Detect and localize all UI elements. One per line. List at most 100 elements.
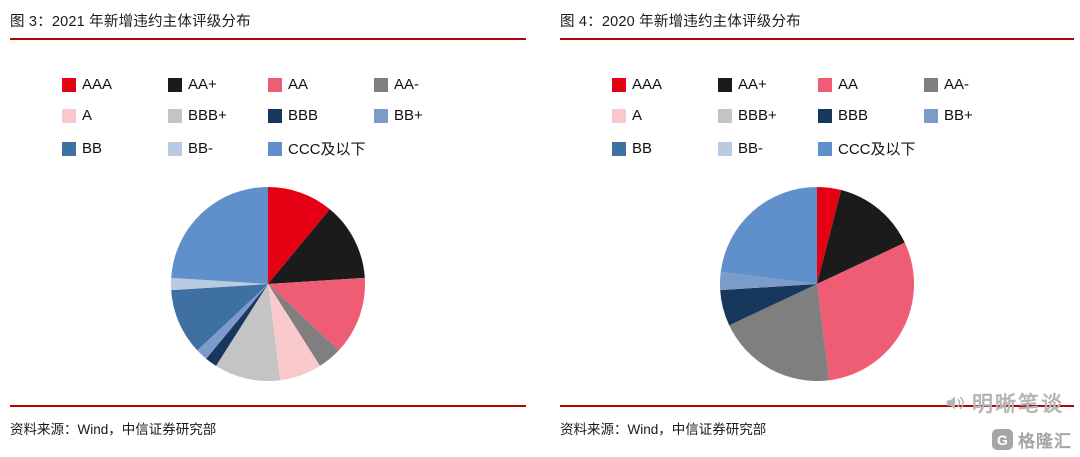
legend-swatch xyxy=(268,108,282,123)
legend-label: A xyxy=(632,107,643,124)
legend-swatch xyxy=(62,77,76,92)
legend-label: BBB xyxy=(838,107,869,124)
legend-swatch xyxy=(168,141,182,156)
chart-title: 图 3：2021 年新增违约主体评级分布 xyxy=(10,14,251,30)
pie-slice-BB- xyxy=(170,277,268,291)
legend-label: BB- xyxy=(188,140,214,157)
legend-item-BB-: BB- xyxy=(718,138,818,159)
legend-label: AA+ xyxy=(738,76,767,93)
legend-item-BB+: BB+ xyxy=(374,107,526,124)
gelonghui-logo: G 格隆汇 xyxy=(992,427,1072,452)
pie-chart xyxy=(170,186,366,382)
legend-item-AA: AA xyxy=(268,76,374,93)
legend-item-A: A xyxy=(62,107,168,124)
mingxi-bitan-watermark: 明晰笔谈 xyxy=(944,388,1064,418)
legend-swatch xyxy=(924,108,938,123)
legend-label: BBB+ xyxy=(738,107,777,124)
pie-slice-BB+ xyxy=(719,271,817,291)
legend-swatch xyxy=(612,141,626,156)
chart-title: 图 4：2020 年新增违约主体评级分布 xyxy=(560,14,801,30)
pie-slice-CCC及以下 xyxy=(720,186,817,284)
legend: AAA AA+ AA AA- A BBB+ BBB BB+ BB BB- CCC及以下 xyxy=(62,76,526,159)
legend-label: BBB+ xyxy=(188,107,227,124)
legend-swatch xyxy=(924,77,938,92)
legend-swatch xyxy=(718,77,732,92)
legend-label: BBB xyxy=(288,107,319,124)
legend-item-AA+: AA+ xyxy=(168,76,268,93)
pie-slice-BB xyxy=(171,284,268,351)
legend-item-BBB+: BBB+ xyxy=(718,107,818,124)
pie-slice-AAA xyxy=(268,186,330,284)
pie-slice-BB+ xyxy=(197,284,268,359)
legend-label: BB xyxy=(82,140,103,157)
legend-swatch xyxy=(268,77,282,92)
title-underline-rule xyxy=(560,38,1074,40)
legend-label: BB+ xyxy=(394,107,423,124)
pie-chart-wrap xyxy=(169,185,367,383)
legend-label: CCC及以下 xyxy=(288,141,366,158)
pie-slice-AA- xyxy=(729,284,830,382)
pie-slice-CCC及以下 xyxy=(171,186,268,284)
legend-swatch xyxy=(612,108,626,123)
pie-slice-BBB xyxy=(720,284,817,326)
pie-chart-wrap xyxy=(718,185,916,383)
legend-swatch xyxy=(268,141,282,156)
legend-swatch xyxy=(374,108,388,123)
legend-label: CCC及以下 xyxy=(838,141,916,158)
legend-swatch xyxy=(818,141,832,156)
title-underline-rule xyxy=(10,38,526,40)
legend-label: A xyxy=(82,107,93,124)
footer-rule xyxy=(10,405,526,407)
source-note: 资料来源：Wind，中信证券研究部 xyxy=(10,422,217,437)
pie-slice-BBB xyxy=(206,284,268,366)
legend-swatch xyxy=(818,108,832,123)
pie-slice-AA- xyxy=(268,284,339,366)
pie-slice-AAA xyxy=(817,186,842,284)
legend-swatch xyxy=(374,77,388,92)
legend-item-BBB+: BBB+ xyxy=(168,107,268,124)
legend-item-CCC及以下: CCC及以下 xyxy=(268,138,374,159)
legend-swatch xyxy=(818,77,832,92)
legend-item-AA: AA xyxy=(818,76,924,93)
legend-label: BB xyxy=(632,140,653,157)
legend: AAA AA+ AA AA- A BBB+ BBB BB+ BB BB- CCC及以下 xyxy=(612,76,1074,159)
legend-item-BB: BB xyxy=(612,138,718,159)
legend-swatch xyxy=(612,77,626,92)
legend-item-AA-: AA- xyxy=(374,76,526,93)
gelonghui-badge-icon: G xyxy=(992,429,1013,450)
legend-item-AAA: AAA xyxy=(612,76,718,93)
pie-slice-AA+ xyxy=(817,190,905,284)
legend-item-BBB: BBB xyxy=(818,107,924,124)
legend-label: AA xyxy=(838,76,859,93)
legend-label: AA- xyxy=(944,76,970,93)
legend-item-AA-: AA- xyxy=(924,76,1074,93)
legend-item-A: A xyxy=(612,107,718,124)
legend-swatch xyxy=(718,108,732,123)
legend-item-BB-: BB- xyxy=(168,138,268,159)
legend-label: AA+ xyxy=(188,76,217,93)
legend-swatch xyxy=(168,77,182,92)
legend-swatch xyxy=(168,108,182,123)
legend-label: AAA xyxy=(82,76,113,93)
pie-slice-AA+ xyxy=(268,209,365,284)
legend-swatch xyxy=(62,108,76,123)
pie-slice-A xyxy=(268,284,320,381)
figure-3-panel: 图 3：2021 年新增违约主体评级分布 AAA AA+ AA AA- A BBB+ BBB… xyxy=(10,14,526,437)
legend-swatch xyxy=(62,141,76,156)
legend-item-BB: BB xyxy=(62,138,168,159)
pie-slice-AA xyxy=(268,277,366,351)
pie-slice-AA xyxy=(817,242,915,381)
legend-label: BB- xyxy=(738,140,764,157)
gelonghui-text: 格隆汇 xyxy=(1018,432,1072,451)
watermark-text: 明晰笔谈 xyxy=(972,393,1064,416)
pie-slice-BBB+ xyxy=(216,284,281,382)
legend-item-AA+: AA+ xyxy=(718,76,818,93)
legend-item-BBB: BBB xyxy=(268,107,374,124)
legend-item-BB+: BB+ xyxy=(924,107,1074,124)
footer-rule xyxy=(560,405,1074,407)
megaphone-icon xyxy=(946,396,964,410)
legend-label: AAA xyxy=(632,76,663,93)
legend-item-AAA: AAA xyxy=(62,76,168,93)
source-note: 资料来源：Wind，中信证券研究部 xyxy=(560,422,767,437)
